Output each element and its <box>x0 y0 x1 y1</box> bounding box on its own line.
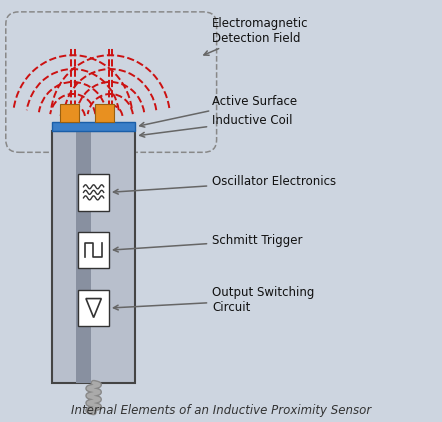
FancyBboxPatch shape <box>6 12 217 152</box>
Bar <box>52 122 135 131</box>
Text: Inductive Coil: Inductive Coil <box>140 114 293 137</box>
Text: Output Switching
Circuit: Output Switching Circuit <box>114 286 315 314</box>
Bar <box>60 104 79 122</box>
Text: Active Surface: Active Surface <box>140 95 297 127</box>
Bar <box>78 290 109 326</box>
Bar <box>78 174 109 211</box>
Bar <box>95 104 114 122</box>
Bar <box>78 232 109 268</box>
Text: Internal Elements of an Inductive Proximity Sensor: Internal Elements of an Inductive Proxim… <box>71 403 371 417</box>
Text: Oscillator Electronics: Oscillator Electronics <box>114 175 336 194</box>
Bar <box>52 131 135 383</box>
Text: Schmitt Trigger: Schmitt Trigger <box>114 234 303 252</box>
Text: Electromagnetic
Detection Field: Electromagnetic Detection Field <box>204 17 309 55</box>
Bar <box>76 131 91 383</box>
